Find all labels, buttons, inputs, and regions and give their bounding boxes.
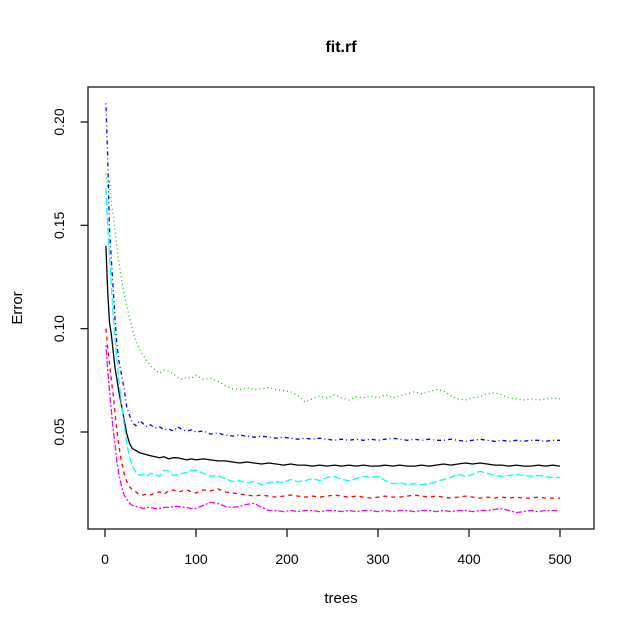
x-tick-label: 200 (275, 551, 299, 567)
series-line-black-solid (105, 245, 561, 467)
x-tick-label: 500 (548, 551, 572, 567)
series-lines (105, 103, 561, 514)
series-line-magenta-twodash (105, 345, 560, 514)
x-tick-label: 0 (101, 551, 109, 567)
series-line-green-dotted (105, 173, 561, 403)
x-tick-label: 400 (457, 551, 481, 567)
y-axis-ticks: 0.05 0.10 0.15 0.20 (51, 108, 88, 446)
plot-title: fit.rf (325, 39, 357, 56)
series-line-cyan-longdash (105, 188, 560, 486)
series-line-red-dashed (105, 328, 560, 499)
series-line-blue-dotdash (105, 103, 560, 442)
x-tick-label: 300 (366, 551, 390, 567)
y-tick-label: 0.15 (51, 211, 67, 238)
y-axis-label: Error (9, 291, 26, 324)
x-axis-label: trees (324, 590, 357, 607)
y-tick-label: 0.20 (51, 108, 67, 135)
x-axis-ticks: 0 100 200 300 400 500 (101, 529, 572, 567)
y-tick-label: 0.10 (51, 315, 67, 342)
x-tick-label: 100 (184, 551, 208, 567)
plot-box (87, 86, 595, 530)
y-tick-label: 0.05 (51, 418, 67, 445)
